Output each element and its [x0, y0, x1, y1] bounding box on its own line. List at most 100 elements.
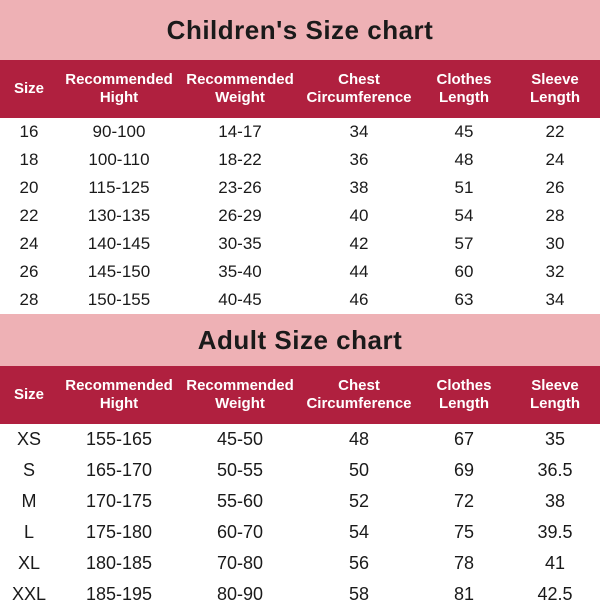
cell-weight: 14-17	[180, 119, 300, 145]
cell-sleeve: 26	[510, 175, 600, 201]
cell-clothes: 75	[418, 519, 510, 546]
cell-sleeve: 41	[510, 550, 600, 577]
cell-sleeve: 32	[510, 259, 600, 285]
cell-hight: 155-165	[58, 426, 180, 453]
cell-hight: 185-195	[58, 581, 180, 608]
cell-weight: 35-40	[180, 259, 300, 285]
cell-clothes: 45	[418, 119, 510, 145]
cell-chest: 52	[300, 488, 418, 515]
cell-clothes: 67	[418, 426, 510, 453]
table-header-row: SizeRecommendedHightRecommendedWeightChe…	[0, 366, 600, 424]
cell-chest: 46	[300, 287, 418, 313]
cell-weight: 80-90	[180, 581, 300, 608]
cell-clothes: 63	[418, 287, 510, 313]
cell-chest: 42	[300, 231, 418, 257]
table-row: 26145-15035-40446032	[0, 258, 600, 286]
adult-rows: XS155-16545-50486735S165-17050-55506936.…	[0, 424, 600, 610]
cell-weight: 30-35	[180, 231, 300, 257]
cell-size: XXL	[0, 581, 58, 608]
cell-size: 24	[0, 231, 58, 257]
header-weight: RecommendedWeight	[180, 371, 300, 419]
cell-hight: 150-155	[58, 287, 180, 313]
children-rows: 1690-10014-1734452218100-11018-223648242…	[0, 118, 600, 314]
header-hight: RecommendedHight	[58, 371, 180, 419]
cell-sleeve: 24	[510, 147, 600, 173]
table-row: M170-17555-60527238	[0, 486, 600, 517]
adult-title: Adult Size chart	[0, 314, 600, 366]
cell-sleeve: 35	[510, 426, 600, 453]
cell-sleeve: 36.5	[510, 457, 600, 484]
header-sleeve: SleeveLength	[510, 371, 600, 419]
cell-weight: 18-22	[180, 147, 300, 173]
cell-clothes: 69	[418, 457, 510, 484]
cell-size: XS	[0, 426, 58, 453]
table-row: XXL185-19580-90588142.5	[0, 579, 600, 610]
cell-weight: 40-45	[180, 287, 300, 313]
header-chest: ChestCircumference	[300, 371, 418, 419]
cell-clothes: 78	[418, 550, 510, 577]
cell-sleeve: 30	[510, 231, 600, 257]
cell-clothes: 81	[418, 581, 510, 608]
cell-clothes: 72	[418, 488, 510, 515]
cell-chest: 48	[300, 426, 418, 453]
cell-weight: 26-29	[180, 203, 300, 229]
cell-weight: 23-26	[180, 175, 300, 201]
cell-weight: 70-80	[180, 550, 300, 577]
cell-hight: 100-110	[58, 147, 180, 173]
cell-weight: 55-60	[180, 488, 300, 515]
header-weight: RecommendedWeight	[180, 65, 300, 113]
header-clothes: ClothesLength	[418, 371, 510, 419]
cell-weight: 60-70	[180, 519, 300, 546]
cell-size: S	[0, 457, 58, 484]
cell-chest: 36	[300, 147, 418, 173]
table-row: XS155-16545-50486735	[0, 424, 600, 455]
cell-chest: 58	[300, 581, 418, 608]
cell-clothes: 48	[418, 147, 510, 173]
children-table: Children's Size chart SizeRecommendedHigh…	[0, 0, 600, 314]
header-chest: ChestCircumference	[300, 65, 418, 113]
cell-size: 26	[0, 259, 58, 285]
children-title: Children's Size chart	[0, 0, 600, 60]
table-row: 18100-11018-22364824	[0, 146, 600, 174]
cell-sleeve: 38	[510, 488, 600, 515]
table-row: 24140-14530-35425730	[0, 230, 600, 258]
cell-clothes: 57	[418, 231, 510, 257]
cell-hight: 145-150	[58, 259, 180, 285]
cell-sleeve: 22	[510, 119, 600, 145]
cell-chest: 38	[300, 175, 418, 201]
table-row: 1690-10014-17344522	[0, 118, 600, 146]
cell-size: L	[0, 519, 58, 546]
table-row: L175-18060-70547539.5	[0, 517, 600, 548]
cell-chest: 54	[300, 519, 418, 546]
cell-hight: 140-145	[58, 231, 180, 257]
cell-hight: 90-100	[58, 119, 180, 145]
table-row: 28150-15540-45466334	[0, 286, 600, 314]
cell-hight: 170-175	[58, 488, 180, 515]
cell-size: XL	[0, 550, 58, 577]
cell-weight: 50-55	[180, 457, 300, 484]
table-row: XL180-18570-80567841	[0, 548, 600, 579]
header-size: Size	[0, 380, 58, 410]
cell-chest: 34	[300, 119, 418, 145]
cell-clothes: 51	[418, 175, 510, 201]
cell-chest: 40	[300, 203, 418, 229]
cell-sleeve: 42.5	[510, 581, 600, 608]
table-row: 20115-12523-26385126	[0, 174, 600, 202]
cell-chest: 44	[300, 259, 418, 285]
header-hight: RecommendedHight	[58, 65, 180, 113]
cell-weight: 45-50	[180, 426, 300, 453]
cell-chest: 56	[300, 550, 418, 577]
cell-size: 20	[0, 175, 58, 201]
adult-table: Adult Size chartSizeRecommendedHightReco…	[0, 314, 600, 610]
header-clothes: ClothesLength	[418, 65, 510, 113]
cell-hight: 175-180	[58, 519, 180, 546]
cell-size: 18	[0, 147, 58, 173]
table-row: 22130-13526-29405428	[0, 202, 600, 230]
header-sleeve: SleeveLength	[510, 65, 600, 113]
cell-size: 22	[0, 203, 58, 229]
cell-size: 16	[0, 119, 58, 145]
cell-hight: 180-185	[58, 550, 180, 577]
header-size: Size	[0, 74, 58, 104]
cell-sleeve: 39.5	[510, 519, 600, 546]
cell-size: M	[0, 488, 58, 515]
